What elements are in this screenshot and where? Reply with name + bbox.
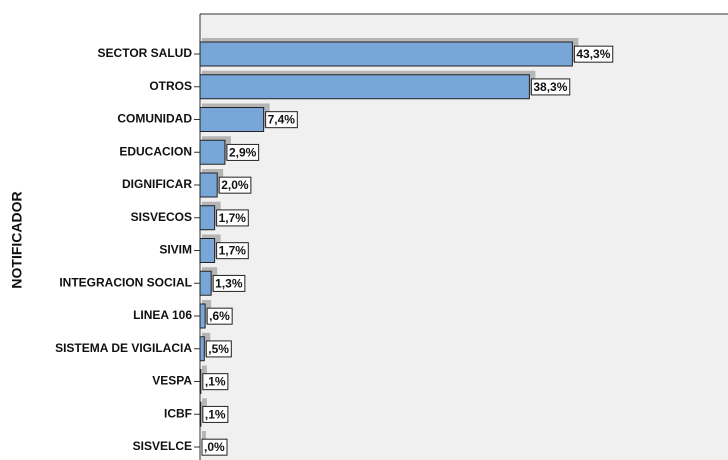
value-label: ,0% <box>204 440 225 454</box>
value-label-box <box>202 405 229 423</box>
value-label: 7,4% <box>268 113 296 127</box>
value-label-box <box>530 78 571 96</box>
y-tick-label: SISVELCE <box>133 439 192 453</box>
y-tick-label: DIGNIFICAR <box>122 177 192 191</box>
value-label-box <box>265 111 298 129</box>
bar <box>199 369 202 394</box>
value-label-box <box>202 373 229 391</box>
y-tick-label: SIVIM <box>159 243 192 257</box>
value-label-box <box>201 438 228 456</box>
value-label: ,6% <box>209 309 230 323</box>
value-label-box <box>218 176 252 194</box>
bar <box>199 205 216 231</box>
bar <box>199 336 205 362</box>
value-label: 1,7% <box>219 244 247 258</box>
y-tick-label: SISVECOS <box>131 210 192 224</box>
value-label-box <box>216 209 249 227</box>
y-tick-label: COMUNIDAD <box>117 112 192 126</box>
y-tick-label: OTROS <box>149 79 192 93</box>
value-label-box <box>226 143 260 161</box>
bar <box>199 401 202 427</box>
bar <box>199 303 206 329</box>
value-label-box <box>206 307 233 325</box>
y-tick-label: VESPA <box>152 374 192 388</box>
y-tick-label: ICBF <box>164 406 192 420</box>
value-label: 1,7% <box>219 211 247 225</box>
value-label: ,1% <box>205 375 226 389</box>
bar <box>199 270 212 296</box>
bar <box>199 172 218 198</box>
value-label: ,5% <box>208 342 229 356</box>
value-label: 2,9% <box>229 145 257 159</box>
y-tick-label: SISTEMA DE VIGILACIA <box>55 341 192 355</box>
y-tick-label: EDUCACION <box>119 144 192 158</box>
y-tick-label: INTEGRACION SOCIAL <box>59 275 192 289</box>
value-label: 2,0% <box>221 178 249 192</box>
bar <box>199 107 265 132</box>
value-label-box <box>212 274 246 292</box>
value-label: 38,3% <box>533 80 567 94</box>
value-label: 1,3% <box>215 276 243 290</box>
value-label-box <box>573 45 614 63</box>
bar <box>199 238 216 263</box>
value-label-box <box>205 340 232 358</box>
y-axis-title: NOTIFICADOR <box>9 191 25 288</box>
y-tick-label: SECTOR SALUD <box>98 46 193 60</box>
value-label: ,1% <box>205 407 226 421</box>
y-tick-label: LINEA 106 <box>133 308 192 322</box>
bar <box>199 74 530 100</box>
bar <box>199 41 573 67</box>
value-label-box <box>216 242 249 260</box>
bar-shadow <box>202 300 212 324</box>
bar <box>199 139 226 165</box>
value-label: 43,3% <box>576 47 610 61</box>
